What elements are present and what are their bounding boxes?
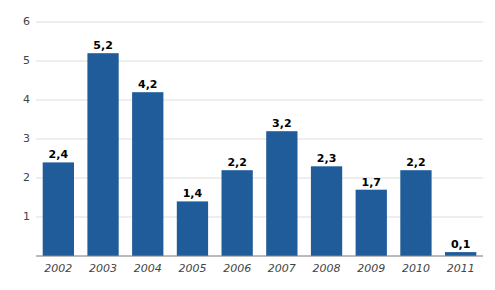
grid-line xyxy=(36,22,483,23)
chart-container: 1 2 3 4 5 6 2,4 5,2 4,2 1,4 2,2 3,2 2,3 1,7 2,2 0,1 2002… xyxy=(0,0,495,290)
data-label: 2,4 xyxy=(49,148,69,161)
y-tick-label: 4 xyxy=(23,93,30,106)
x-tick-label: 2009 xyxy=(357,262,385,275)
x-tick-label: 2005 xyxy=(178,262,206,275)
data-label: 0,1 xyxy=(451,238,471,251)
x-tick-label: 2003 xyxy=(89,262,117,275)
bar xyxy=(445,252,476,256)
x-tick-label: 2011 xyxy=(447,262,475,275)
x-tick-label: 2004 xyxy=(134,262,162,275)
data-label: 2,2 xyxy=(406,156,426,169)
x-tick-label: 2008 xyxy=(313,262,341,275)
data-label: 1,7 xyxy=(362,176,382,189)
grid-line xyxy=(36,256,483,257)
chart: 1 2 3 4 5 6 2,4 5,2 4,2 1,4 2,2 3,2 2,3 1,7 2,2 0,1 2002… xyxy=(0,0,495,290)
data-label: 1,4 xyxy=(183,187,203,200)
bar xyxy=(266,131,297,256)
data-label: 3,2 xyxy=(272,117,292,130)
x-tick-label: 2010 xyxy=(402,262,430,275)
bar xyxy=(177,201,208,256)
data-labels: 2,4 5,2 4,2 1,4 2,2 3,2 2,3 1,7 2,2 0,1 xyxy=(49,39,471,251)
y-tick-label: 5 xyxy=(23,54,30,67)
bar xyxy=(87,53,118,256)
grid xyxy=(36,22,483,256)
y-tick-labels: 1 2 3 4 5 6 xyxy=(23,15,30,223)
data-label: 4,2 xyxy=(138,78,158,91)
bar xyxy=(43,162,74,256)
y-tick-label: 6 xyxy=(23,15,30,28)
bar xyxy=(132,92,163,256)
x-tick-labels: 2002 2003 2004 2005 2006 2007 2008 2009 2010 2011 xyxy=(44,262,474,275)
x-tick-label: 2007 xyxy=(268,262,296,275)
bar xyxy=(222,170,253,256)
data-label: 2,2 xyxy=(227,156,247,169)
y-tick-label: 1 xyxy=(23,210,30,223)
bar xyxy=(311,166,342,256)
data-label: 2,3 xyxy=(317,152,337,165)
x-tick-label: 2002 xyxy=(44,262,72,275)
y-tick-label: 3 xyxy=(23,132,30,145)
x-tick-label: 2006 xyxy=(223,262,251,275)
bars xyxy=(43,53,477,256)
bar xyxy=(356,190,387,256)
y-tick-label: 2 xyxy=(23,171,30,184)
x-axis-line xyxy=(36,256,483,257)
data-label: 5,2 xyxy=(93,39,113,52)
bar xyxy=(400,170,431,256)
